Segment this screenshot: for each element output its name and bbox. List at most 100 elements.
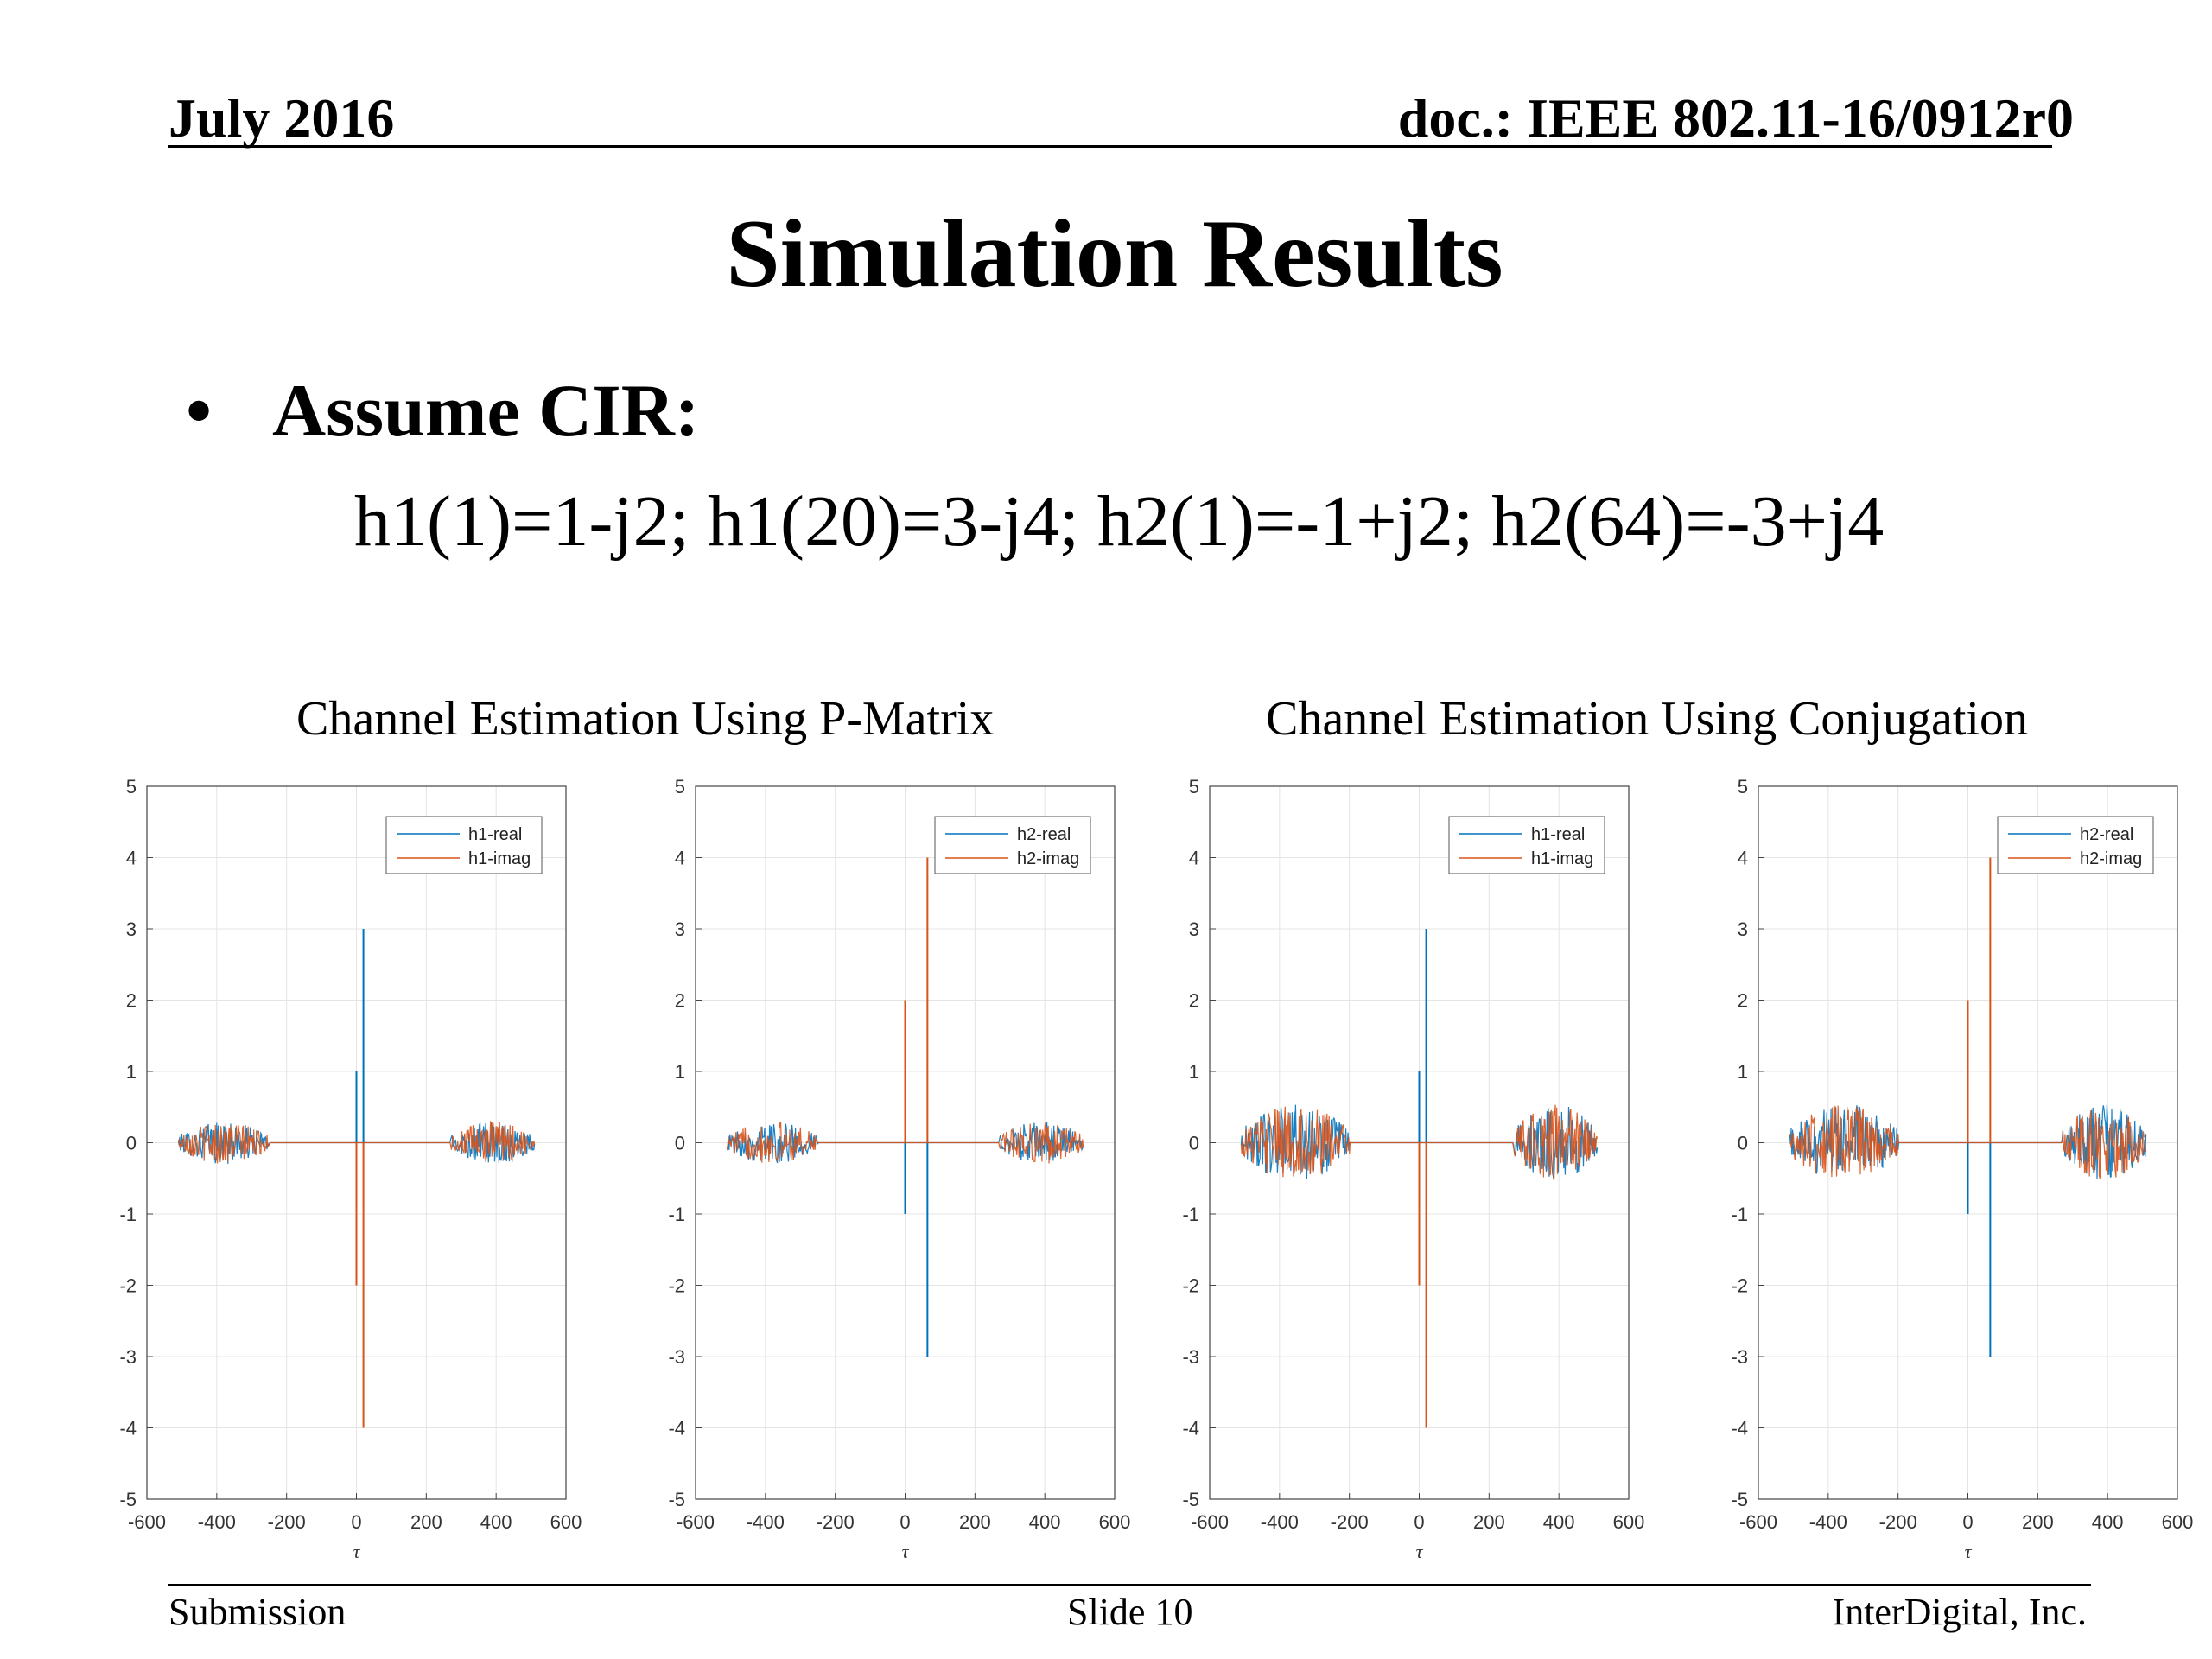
y-tick-label: 3 [1189,918,1199,940]
y-tick-label: -4 [1731,1418,1748,1440]
y-tick-label: 1 [1189,1061,1199,1083]
x-tick-label: -600 [1739,1511,1777,1533]
axes-box [1758,785,2178,1500]
y-tick-label: -5 [1182,1489,1199,1510]
x-tick-label: 200 [1473,1511,1505,1533]
header-doc-id: doc.: IEEE 802.11-16/0912r0 [1397,87,2074,149]
y-tick-label: 4 [675,848,685,869]
y-tick-label: 1 [675,1061,685,1083]
x-tick-label: -200 [817,1511,855,1533]
y-tick-label: 5 [1189,776,1199,798]
x-axis-label: τ [1416,1541,1424,1562]
legend-box [385,816,543,874]
cir-formula: h1(1)=1-j2; h1(20)=3-j4; h2(1)=-1+j2; h2… [354,481,1885,562]
x-tick-label: 0 [1962,1511,1973,1533]
legend-label: h2-real [1017,825,1071,844]
footer-left: Submission [168,1591,346,1633]
y-tick-label: 5 [675,776,685,798]
y-tick-label: 4 [1738,848,1748,869]
y-tick-label: -5 [1731,1489,1748,1510]
y-tick-label: -3 [119,1346,137,1368]
group-title-pmatrix: Channel Estimation Using P-Matrix [296,692,995,746]
y-tick-label: -2 [1731,1275,1748,1297]
y-tick-label: -3 [1731,1346,1748,1368]
slide-title: Simulation Results [726,200,1503,308]
x-axis-label: τ [1965,1541,1973,1562]
y-tick-label: 2 [126,990,137,1012]
x-tick-label: 600 [550,1511,582,1533]
x-tick-label: -400 [747,1511,785,1533]
y-tick-label: -3 [668,1346,685,1368]
y-tick-label: 4 [1189,848,1199,869]
y-tick-label: -1 [668,1204,685,1225]
y-tick-label: -5 [119,1489,137,1510]
x-tick-label: 400 [2092,1511,2124,1533]
legend-box [1448,816,1605,874]
y-tick-label: 3 [1738,918,1748,940]
y-tick-label: 4 [126,848,137,869]
y-tick-label: 2 [1738,990,1748,1012]
x-tick-label: 200 [959,1511,991,1533]
x-tick-label: 400 [480,1511,512,1533]
y-tick-label: 3 [126,918,137,940]
y-tick-label: -2 [1182,1275,1199,1297]
axes-box [1209,785,1630,1500]
header-rule [168,145,2052,148]
y-tick-label: 0 [1738,1133,1748,1154]
x-tick-label: 400 [1029,1511,1061,1533]
x-tick-label: -200 [1331,1511,1369,1533]
y-tick-label: 5 [1738,776,1748,798]
footer-company: InterDigital, Inc. [1832,1591,2087,1633]
plot-2: -600 -400 -200 0 200 400 600 5 4 3 2 1 0 -1 -2 -3 -4 -5 τ h… [668,776,1130,1562]
y-tick-label: 2 [675,990,685,1012]
y-tick-label: -4 [1182,1418,1199,1440]
legend-label: h1-real [468,825,522,844]
x-tick-label: -400 [1809,1511,1847,1533]
footer-slide-number: Slide 10 [1067,1591,1193,1633]
x-tick-label: -200 [1879,1511,1917,1533]
plot-1: -600 -400 -200 0 200 400 600 5 4 3 2 1 0 -1 -2 -3 -4 -5 τ h… [119,776,582,1562]
x-tick-label: 0 [899,1511,910,1533]
plot-4: -600 -400 -200 0 200 400 600 5 4 3 2 1 0 -1 -2 -3 -4 -5 τ h… [1731,776,2193,1562]
legend-label: h2-imag [2080,849,2142,868]
x-tick-label: 200 [410,1511,442,1533]
y-tick-label: -2 [119,1275,137,1297]
y-tick-label: 1 [1738,1061,1748,1083]
legend-label: h2-real [2080,825,2133,844]
bullet-item: • Assume CIR: [186,367,700,454]
bullet-dot: • [186,369,213,452]
x-tick-label: -400 [1261,1511,1299,1533]
y-tick-label: -1 [1731,1204,1748,1225]
footer-rule [168,1584,2091,1586]
group-title-conjugation: Channel Estimation Using Conjugation [1266,692,2028,746]
y-tick-label: -5 [668,1489,685,1510]
y-tick-label: 0 [126,1133,137,1154]
x-tick-label: 400 [1543,1511,1575,1533]
x-tick-label: -600 [1191,1511,1229,1533]
axes-box [146,785,567,1500]
y-tick-label: 3 [675,918,685,940]
x-tick-label: 0 [1414,1511,1424,1533]
x-tick-label: 200 [2022,1511,2054,1533]
axes-box [695,785,1116,1500]
x-tick-label: -600 [128,1511,166,1533]
bullet-text: Assume CIR: [272,369,700,452]
y-tick-label: -1 [119,1204,137,1225]
legend-label: h2-imag [1017,849,1079,868]
x-tick-label: 0 [351,1511,361,1533]
legend-label: h1-real [1531,825,1585,844]
y-tick-label: -3 [1182,1346,1199,1368]
x-tick-label: -200 [268,1511,306,1533]
y-tick-label: 2 [1189,990,1199,1012]
y-tick-label: -2 [668,1275,685,1297]
y-tick-label: 1 [126,1061,137,1083]
legend-box [1997,816,2154,874]
y-tick-label: 0 [675,1133,685,1154]
x-tick-label: 600 [1613,1511,1645,1533]
legend-box [934,816,1091,874]
y-tick-label: 0 [1189,1133,1199,1154]
legend-label: h1-imag [1531,849,1593,868]
x-tick-label: -600 [677,1511,715,1533]
y-tick-label: -4 [668,1418,685,1440]
x-axis-label: τ [902,1541,910,1562]
